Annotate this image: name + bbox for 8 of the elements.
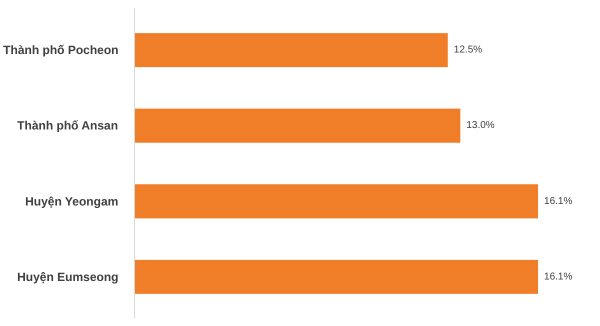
y-tick-label: Huyện Yeongam [25,194,118,208]
data-label: 12.5% [454,44,482,56]
data-label: 16.1% [544,196,573,207]
data-label: 13.0% [466,120,495,132]
y-tick-label: Thành phố Ansan [17,118,118,133]
y-tick-label: Huyện Eumseong [17,270,119,284]
y-tick-label: Thành phố Pocheon [3,43,119,58]
data-label: 16.1% [544,271,573,282]
